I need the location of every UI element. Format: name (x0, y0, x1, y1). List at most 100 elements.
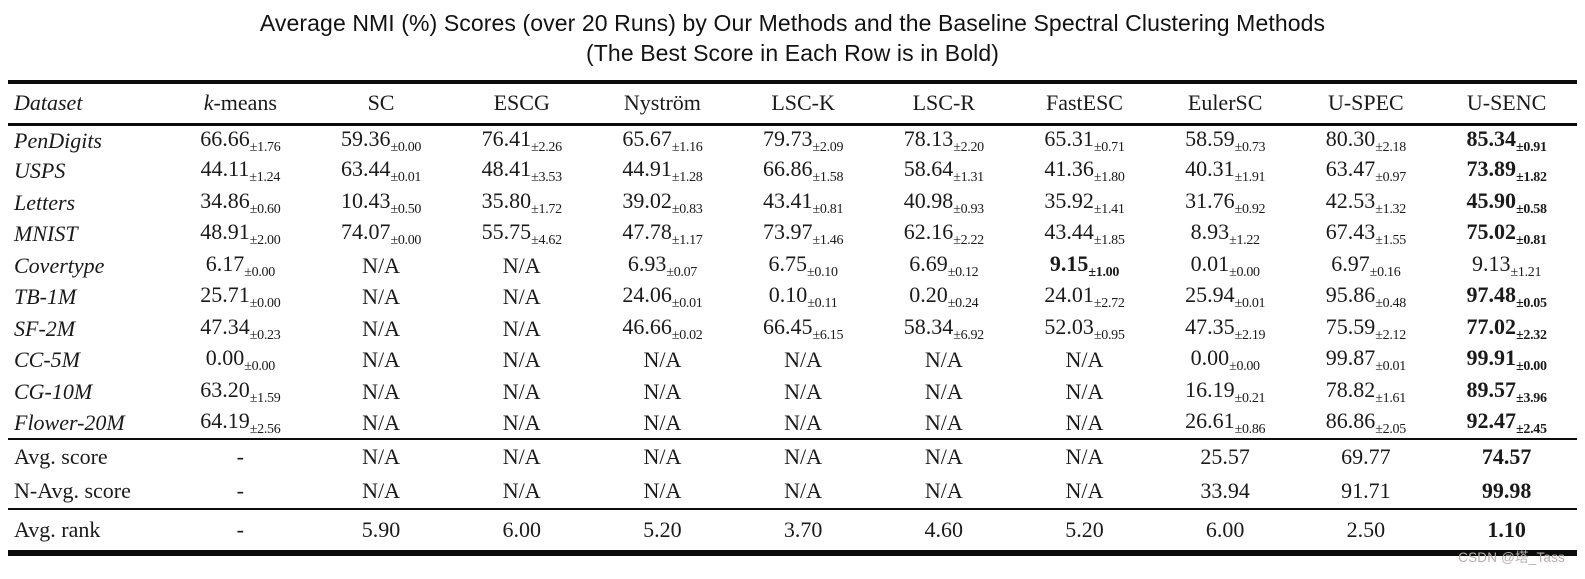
na-cell: N/A (784, 444, 823, 469)
score-stddev: ±0.00 (249, 296, 281, 312)
score-stddev: ±0.00 (1516, 359, 1547, 375)
na-cell: N/A (643, 444, 682, 469)
score-stddev: ±0.00 (244, 359, 275, 375)
score-value: 47.78 (622, 219, 672, 245)
column-header-fastesc: FastESC (1045, 90, 1123, 116)
table-row: CG-10M 63.20±1.59 N/A N/A N/A N/A N/A N/A 16.19±… (8, 376, 1577, 408)
score-cell: 48.91±2.00 (170, 219, 311, 251)
na-cell: N/A (1065, 409, 1104, 435)
score-cell: 16.19±0.21 (1155, 376, 1296, 408)
score-value: 73.89 (1466, 156, 1517, 182)
score-cell: 6.75±0.10 (733, 250, 874, 282)
score-value: 75.59 (1325, 313, 1376, 339)
dataset-name: CC-5M (14, 347, 80, 373)
score-cell: 63.47±0.97 (1296, 156, 1437, 188)
score-cell: 58.34±6.92 (873, 313, 1014, 345)
score-value: 55.75 (481, 219, 532, 245)
na-cell: N/A (1065, 378, 1104, 404)
na-cell: N/A (643, 378, 682, 404)
score-value: 31.76 (1185, 187, 1235, 213)
score-value: 80.30 (1325, 125, 1376, 151)
na-cell: N/A (362, 378, 400, 404)
na-cell: N/A (643, 347, 682, 373)
score-stddev: ±0.01 (1234, 296, 1266, 312)
table-title: Average NMI (%) Scores (over 20 Runs) by… (0, 0, 1585, 80)
score-stddev: ±3.96 (1516, 390, 1547, 406)
score-value: 95.86 (1325, 282, 1376, 308)
score-cell: 5.90 (361, 517, 401, 542)
na-cell: N/A (643, 409, 682, 435)
score-cell: 75.02±0.81 (1436, 219, 1577, 251)
header-row: Dataset k-means SC ESCG Nyström LSC-K LSC-R Fas… (8, 82, 1577, 124)
score-value: 6.75 (768, 250, 808, 276)
na-cell: N/A (362, 478, 400, 503)
dataset-name: CG-10M (14, 378, 93, 404)
score-stddev: ±0.97 (1375, 170, 1406, 186)
score-stddev: ±3.53 (531, 170, 562, 186)
score-stddev: ±0.00 (390, 233, 422, 249)
score-stddev: ±0.50 (390, 201, 422, 217)
score-cell: 76.41±2.26 (451, 124, 592, 156)
na-cell: N/A (924, 347, 963, 373)
score-value: 63.47 (1325, 156, 1376, 182)
score-cell: 58.59±0.73 (1155, 124, 1296, 156)
score-value: 16.19 (1185, 376, 1235, 402)
score-value: 9.13 (1472, 250, 1511, 276)
score-value: 63.20 (200, 376, 250, 402)
score-stddev: ±0.07 (666, 264, 697, 280)
score-cell: 46.66±0.02 (592, 313, 733, 345)
dataset-name: SF-2M (14, 315, 76, 341)
rank-row-section: Avg. rank - 5.90 6.00 5.20 3.70 4.60 5.20 6.00 2.… (8, 509, 1577, 553)
dataset-name: TB-1M (14, 284, 77, 310)
score-cell: 25.94±0.01 (1155, 282, 1296, 314)
table-row: Avg. score - N/A N/A N/A N/A N/A N/A 25.57 69.77 7… (8, 439, 1577, 474)
score-value: 59.36 (340, 125, 391, 151)
score-value: 47.34 (200, 313, 250, 339)
score-stddev: ±0.01 (671, 296, 703, 312)
score-stddev: ±0.24 (947, 296, 979, 312)
table-row: USPS 44.11±1.24 63.44±0.01 48.41±3.53 44.91±… (8, 156, 1577, 188)
score-stddev: ±2.20 (953, 139, 984, 155)
na-cell: N/A (502, 252, 541, 278)
score-value: 79.73 (763, 125, 813, 151)
score-stddev: ±0.23 (249, 327, 281, 343)
score-cell: 89.57±3.96 (1436, 376, 1577, 408)
score-stddev: ±0.12 (947, 264, 979, 280)
table-row: Avg. rank - 5.90 6.00 5.20 3.70 4.60 5.20 6.00 2.… (8, 509, 1577, 553)
score-cell: 0.01±0.00 (1155, 250, 1296, 282)
score-stddev: ±0.86 (1234, 421, 1266, 437)
score-value: 6.17 (205, 250, 245, 276)
score-value: 89.57 (1466, 376, 1517, 402)
column-header-nystr-m: Nyström (623, 90, 701, 116)
score-cell: 69.77 (1341, 444, 1391, 469)
score-stddev: ±1.16 (671, 139, 703, 155)
score-stddev: ±0.05 (1516, 296, 1547, 312)
score-value: 0.00 (205, 345, 245, 371)
results-table: Dataset k-means SC ESCG Nyström LSC-K LSC-R Fas… (8, 80, 1577, 556)
score-cell: 66.86±1.58 (733, 156, 874, 188)
score-value: 0.10 (768, 282, 808, 308)
score-value: 66.86 (763, 156, 813, 182)
score-cell: 24.06±0.01 (592, 282, 733, 314)
score-value: 66.45 (763, 313, 813, 339)
score-cell: 39.02±0.83 (592, 187, 733, 219)
score-cell: 91.71 (1341, 478, 1391, 503)
score-value: 74.07 (340, 219, 391, 245)
score-stddev: ±1.59 (249, 390, 281, 406)
table-title-line2: (The Best Score in Each Row is in Bold) (586, 40, 999, 66)
score-value: 77.02 (1466, 313, 1517, 339)
score-value: 0.20 (909, 282, 948, 308)
dataset-name: Covertype (14, 252, 105, 278)
score-value: 78.82 (1325, 376, 1376, 402)
score-value: 44.11 (200, 156, 250, 182)
score-cell: 6.17±0.00 (170, 250, 311, 282)
na-cell: N/A (502, 478, 541, 503)
score-stddev: ±0.58 (1516, 201, 1547, 217)
score-value: 41.36 (1044, 156, 1094, 182)
score-stddev: ±0.73 (1234, 139, 1266, 155)
na-cell: N/A (502, 347, 541, 373)
na-cell: N/A (362, 252, 400, 278)
score-value: 8.93 (1190, 219, 1230, 245)
score-cell: 63.44±0.01 (311, 156, 452, 188)
score-cell: 99.87±0.01 (1296, 345, 1437, 377)
